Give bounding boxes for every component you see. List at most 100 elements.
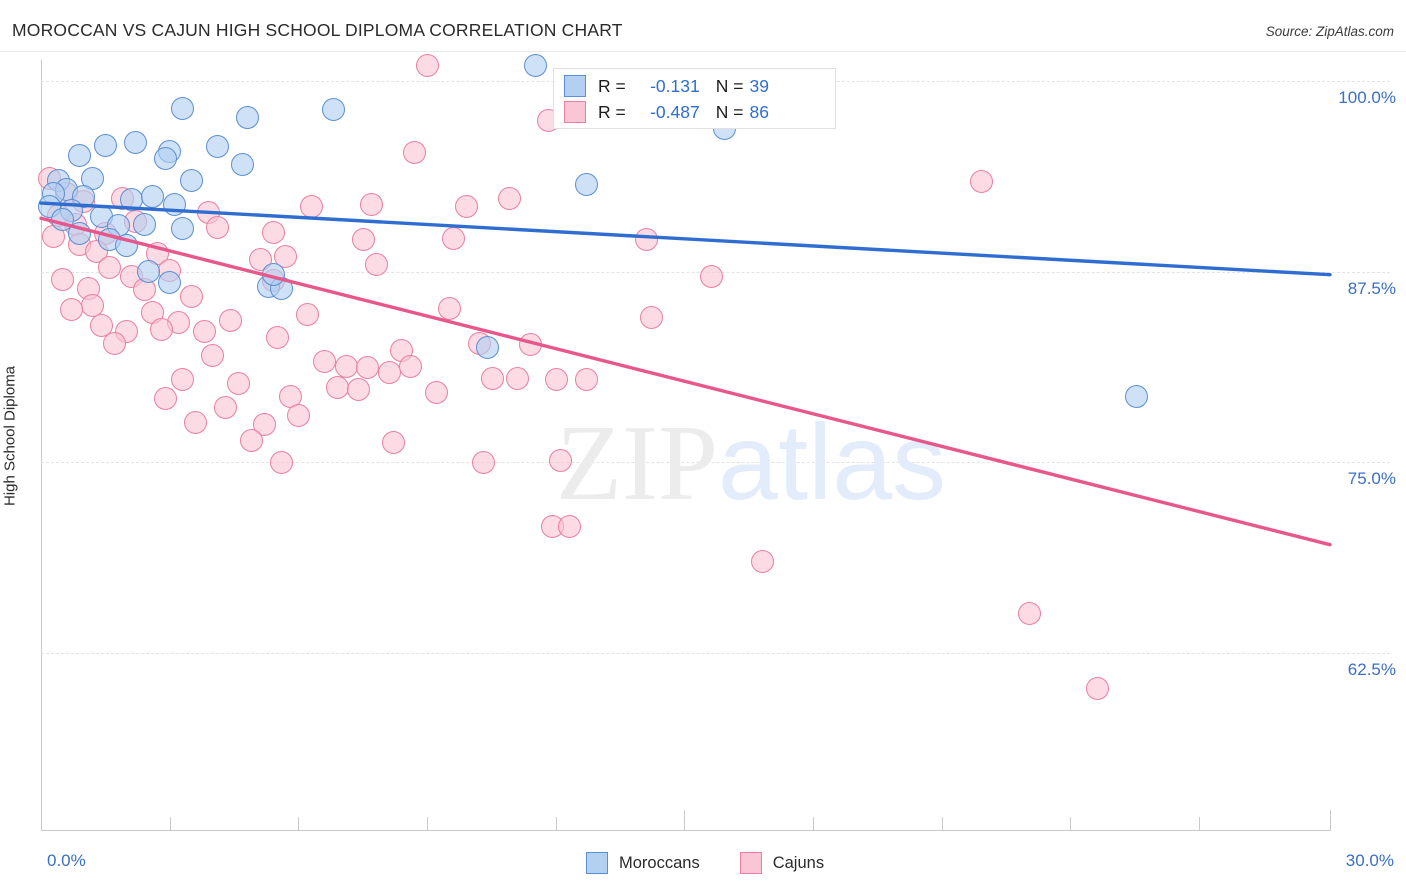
scatter-point[interactable] [325, 376, 349, 400]
scatter-point[interactable] [519, 333, 543, 357]
scatter-point[interactable] [334, 354, 358, 378]
x-tick [1070, 817, 1071, 830]
scatter-point[interactable] [184, 411, 208, 435]
legend-item-cajuns[interactable]: Cajuns [739, 852, 824, 874]
scatter-point[interactable] [549, 449, 573, 473]
scatter-point[interactable] [381, 431, 405, 454]
scatter-point[interactable] [158, 270, 182, 294]
scatter-point[interactable] [59, 298, 83, 322]
scatter-point[interactable] [124, 130, 148, 154]
scatter-point[interactable] [523, 54, 547, 78]
x-tick [170, 817, 171, 830]
y-tick-label: 100.0% [1338, 88, 1396, 107]
scatter-point[interactable] [50, 267, 74, 291]
scatter-point[interactable] [347, 377, 371, 401]
scatter-point[interactable] [179, 168, 203, 192]
scatter-point[interactable] [639, 305, 663, 329]
scatter-point[interactable] [89, 313, 113, 337]
scatter-point[interactable] [506, 366, 530, 390]
scatter-point[interactable] [635, 228, 659, 252]
x-tick [556, 817, 557, 830]
scatter-point[interactable] [154, 386, 178, 410]
watermark-zip: ZIP [556, 404, 718, 523]
scatter-point[interactable] [154, 147, 178, 171]
scatter-point[interactable] [545, 368, 569, 392]
scatter-point[interactable] [416, 54, 440, 78]
scatter-point[interactable] [364, 252, 388, 276]
stats-r-value-cajuns: -0.487 [650, 101, 700, 122]
scatter-point[interactable] [261, 220, 285, 244]
scatter-point[interactable] [214, 395, 238, 419]
scatter-point[interactable] [497, 186, 521, 210]
scatter-point[interactable] [171, 368, 195, 392]
scatter-point[interactable] [360, 193, 384, 217]
scatter-point[interactable] [115, 234, 139, 258]
scatter-point[interactable] [93, 133, 117, 157]
scatter-point[interactable] [265, 325, 289, 349]
scatter-point[interactable] [1125, 385, 1149, 409]
scatter-point[interactable] [356, 356, 380, 380]
scatter-point[interactable] [205, 215, 229, 239]
scatter-point[interactable] [119, 188, 143, 212]
scatter-point[interactable] [192, 319, 216, 343]
stats-n-value-cajuns: 86 [749, 101, 769, 122]
scatter-point[interactable] [321, 98, 345, 122]
scatter-point[interactable] [699, 264, 723, 288]
scatter-point[interactable] [98, 255, 122, 279]
x-tick [427, 817, 428, 830]
scatter-point[interactable] [149, 318, 173, 342]
scatter-point[interactable] [403, 141, 427, 165]
y-axis-label: High School Diploma [1, 365, 19, 507]
scatter-point[interactable] [261, 263, 285, 287]
x-tick [813, 817, 814, 830]
source-attribution: Source: ZipAtlas.com [1265, 24, 1394, 39]
scatter-point[interactable] [68, 144, 92, 168]
x-tick [41, 810, 42, 830]
scatter-point[interactable] [300, 194, 324, 218]
scatter-point[interactable] [270, 450, 294, 474]
scatter-point[interactable] [437, 296, 461, 320]
scatter-point[interactable] [141, 185, 165, 209]
y-tick-label: 75.0% [1347, 469, 1396, 489]
scatter-point[interactable] [295, 302, 319, 326]
scatter-point[interactable] [136, 260, 160, 284]
scatter-point[interactable] [476, 336, 500, 360]
scatter-point[interactable] [454, 194, 478, 218]
scatter-point[interactable] [231, 153, 255, 177]
scatter-point[interactable] [171, 217, 195, 241]
scatter-point[interactable] [179, 284, 203, 308]
scatter-point[interactable] [240, 429, 264, 453]
legend-swatch-moroccans [586, 852, 608, 874]
legend-swatch-cajuns [739, 852, 762, 874]
legend-item-moroccans[interactable]: Moroccans [586, 852, 700, 874]
x-axis-max-label: 30.0% [1345, 851, 1394, 870]
scatter-point[interactable] [201, 344, 225, 368]
legend-label-moroccans: Moroccans [619, 853, 700, 872]
scatter-point[interactable] [1086, 676, 1110, 700]
scatter-point[interactable] [205, 135, 229, 159]
scatter-point[interactable] [1017, 601, 1041, 625]
scatter-point[interactable] [970, 170, 994, 194]
scatter-point[interactable] [171, 96, 195, 120]
scatter-point[interactable] [480, 366, 504, 390]
scatter-point[interactable] [472, 450, 496, 474]
scatter-point[interactable] [132, 212, 156, 236]
scatter-point[interactable] [218, 308, 242, 332]
scatter-point[interactable] [377, 360, 401, 384]
scatter-point[interactable] [441, 226, 465, 250]
scatter-point[interactable] [235, 106, 259, 130]
scatter-point[interactable] [313, 350, 337, 374]
scatter-point[interactable] [227, 371, 251, 395]
trendline-moroccans [39, 201, 1332, 277]
scatter-point[interactable] [287, 403, 311, 427]
scatter-point[interactable] [351, 228, 375, 252]
scatter-point[interactable] [162, 193, 186, 217]
page-title: MOROCCAN VS CAJUN HIGH SCHOOL DIPLOMA CO… [12, 20, 623, 40]
scatter-point[interactable] [557, 514, 581, 538]
scatter-point[interactable] [399, 354, 422, 378]
scatter-point[interactable] [424, 380, 448, 404]
scatter-point[interactable] [575, 368, 599, 392]
scatter-point[interactable] [575, 173, 599, 197]
scatter-point[interactable] [751, 549, 775, 573]
